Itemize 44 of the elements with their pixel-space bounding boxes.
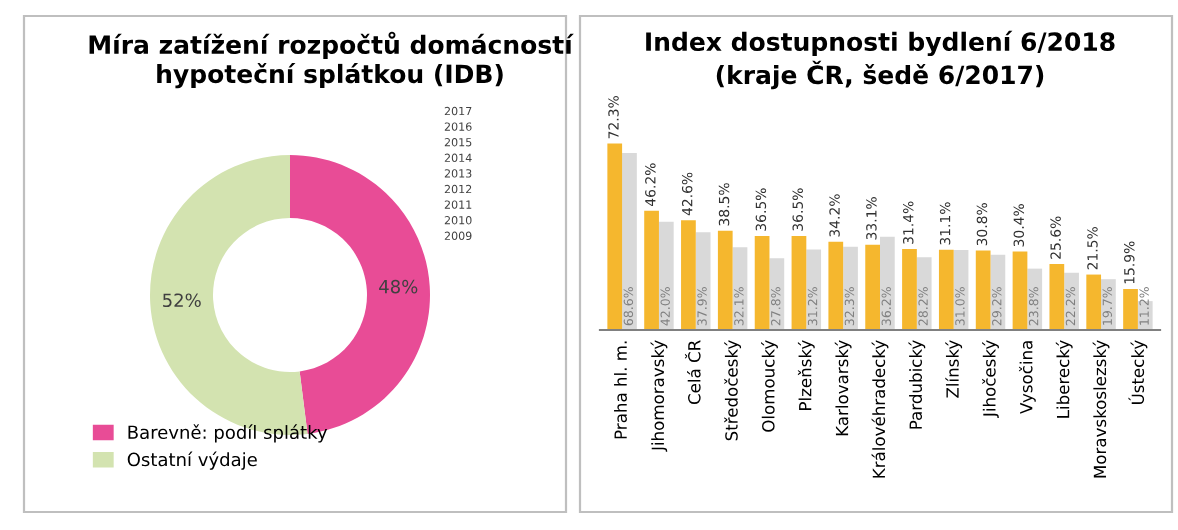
bar <box>880 236 895 330</box>
x-tick-label: Pardubický <box>908 340 926 429</box>
bar <box>938 249 954 330</box>
legend-label: Barevně: podíl splátky <box>128 424 328 443</box>
data-label: 48% <box>379 279 418 294</box>
bar <box>1049 263 1065 330</box>
bar <box>695 232 711 330</box>
bar <box>607 143 623 330</box>
data-label: 52% <box>163 293 201 308</box>
bar <box>658 221 674 330</box>
x-tick-label: Plzeňský <box>797 340 815 410</box>
bar <box>1123 289 1138 330</box>
chart-title: Index dostupnosti bydlení 6/2018 (kraje ČR, šedě 6/2017) <box>646 30 1115 90</box>
bar <box>769 258 785 330</box>
x-tick-label: Jihomoravský <box>650 340 668 452</box>
bar <box>681 220 696 330</box>
x-tick-label: Královéhradecký <box>871 340 889 478</box>
bar <box>806 249 822 330</box>
x-tick-label: Vysočina <box>1018 341 1036 414</box>
x-tick-label: Středočeský <box>724 340 742 441</box>
x-tick-label: Olomoucký <box>761 340 778 432</box>
bar <box>828 241 844 330</box>
x-tick-label: Ústecký <box>1128 340 1148 405</box>
x-tick-label: Zlínský <box>945 340 963 398</box>
bar <box>843 246 858 330</box>
bar <box>975 250 991 330</box>
bar <box>791 235 807 330</box>
x-tick-label: Karlovarský <box>834 340 852 436</box>
x-tick-label: Praha hl. m. <box>614 341 627 439</box>
bar <box>754 235 770 330</box>
bar <box>902 249 917 330</box>
bar <box>644 210 659 330</box>
bar <box>865 244 880 330</box>
bar <box>1012 251 1028 330</box>
chart-title: Míra zatížení rozpočtů domácností hypoteční splátkou (IDB) <box>89 31 574 89</box>
x-tick-label: Jihočeský <box>982 340 999 418</box>
bar <box>717 230 733 330</box>
x-tick-label: Moravskoslezský <box>1092 340 1110 478</box>
bar <box>1086 274 1102 330</box>
bar <box>916 257 932 330</box>
x-tick-label: Liberecký <box>1055 340 1073 418</box>
bar <box>622 153 637 330</box>
x-tick-label: Celá ČR <box>684 340 701 405</box>
legend-label: Ostatní výdaje <box>127 451 257 470</box>
